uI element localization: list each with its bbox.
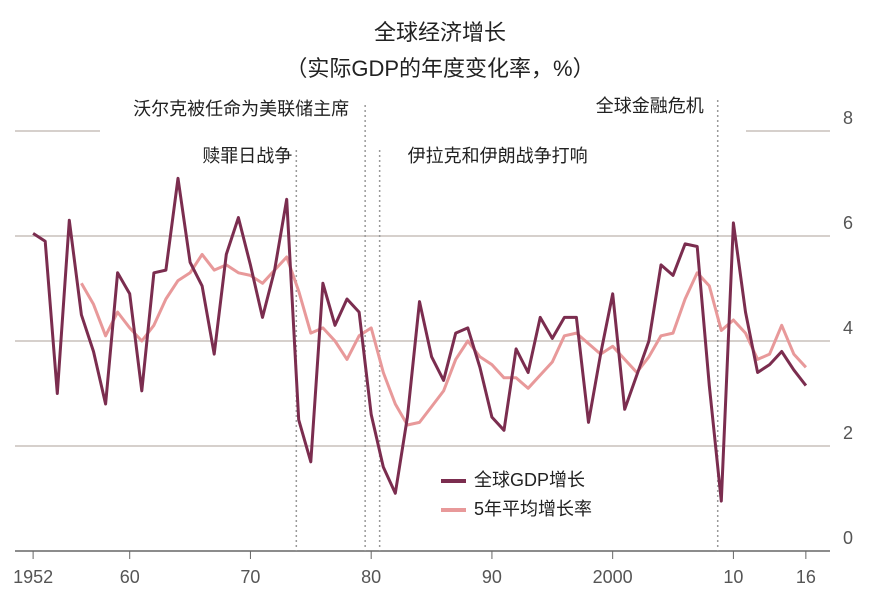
y-tick-label: 4 — [843, 318, 853, 338]
x-tick-label: 10 — [723, 567, 743, 587]
annotation-text: 沃尔克被任命为美联储主席 — [133, 99, 349, 119]
x-tick-label: 60 — [120, 567, 140, 587]
annotation-text: 全球金融危机 — [596, 96, 704, 116]
y-tick-label: 2 — [843, 423, 853, 443]
x-tick-label: 16 — [796, 567, 816, 587]
y-tick-label: 6 — [843, 213, 853, 233]
y-tick-label: 0 — [843, 528, 853, 548]
series-line — [80, 252, 808, 427]
legend-label: 全球GDP增长 — [474, 470, 585, 490]
legend-label: 5年平均增长率 — [474, 499, 592, 519]
chart-subtitle: （实际GDP的年度变化率，%） — [285, 56, 594, 81]
x-tick-label: 70 — [240, 567, 260, 587]
annotation-text: 赎罪日战争 — [202, 146, 292, 166]
x-tick-label: 2000 — [593, 567, 633, 587]
annotation-text: 伊拉克和伊朗战争打响 — [408, 146, 588, 166]
x-tick-label: 90 — [482, 567, 502, 587]
grid-gap — [100, 127, 746, 135]
y-tick-label: 8 — [843, 108, 853, 128]
chart-title: 全球经济增长 — [374, 20, 506, 45]
x-tick-label: 1952 — [13, 567, 53, 587]
x-tick-label: 80 — [361, 567, 381, 587]
series-line — [32, 176, 808, 503]
